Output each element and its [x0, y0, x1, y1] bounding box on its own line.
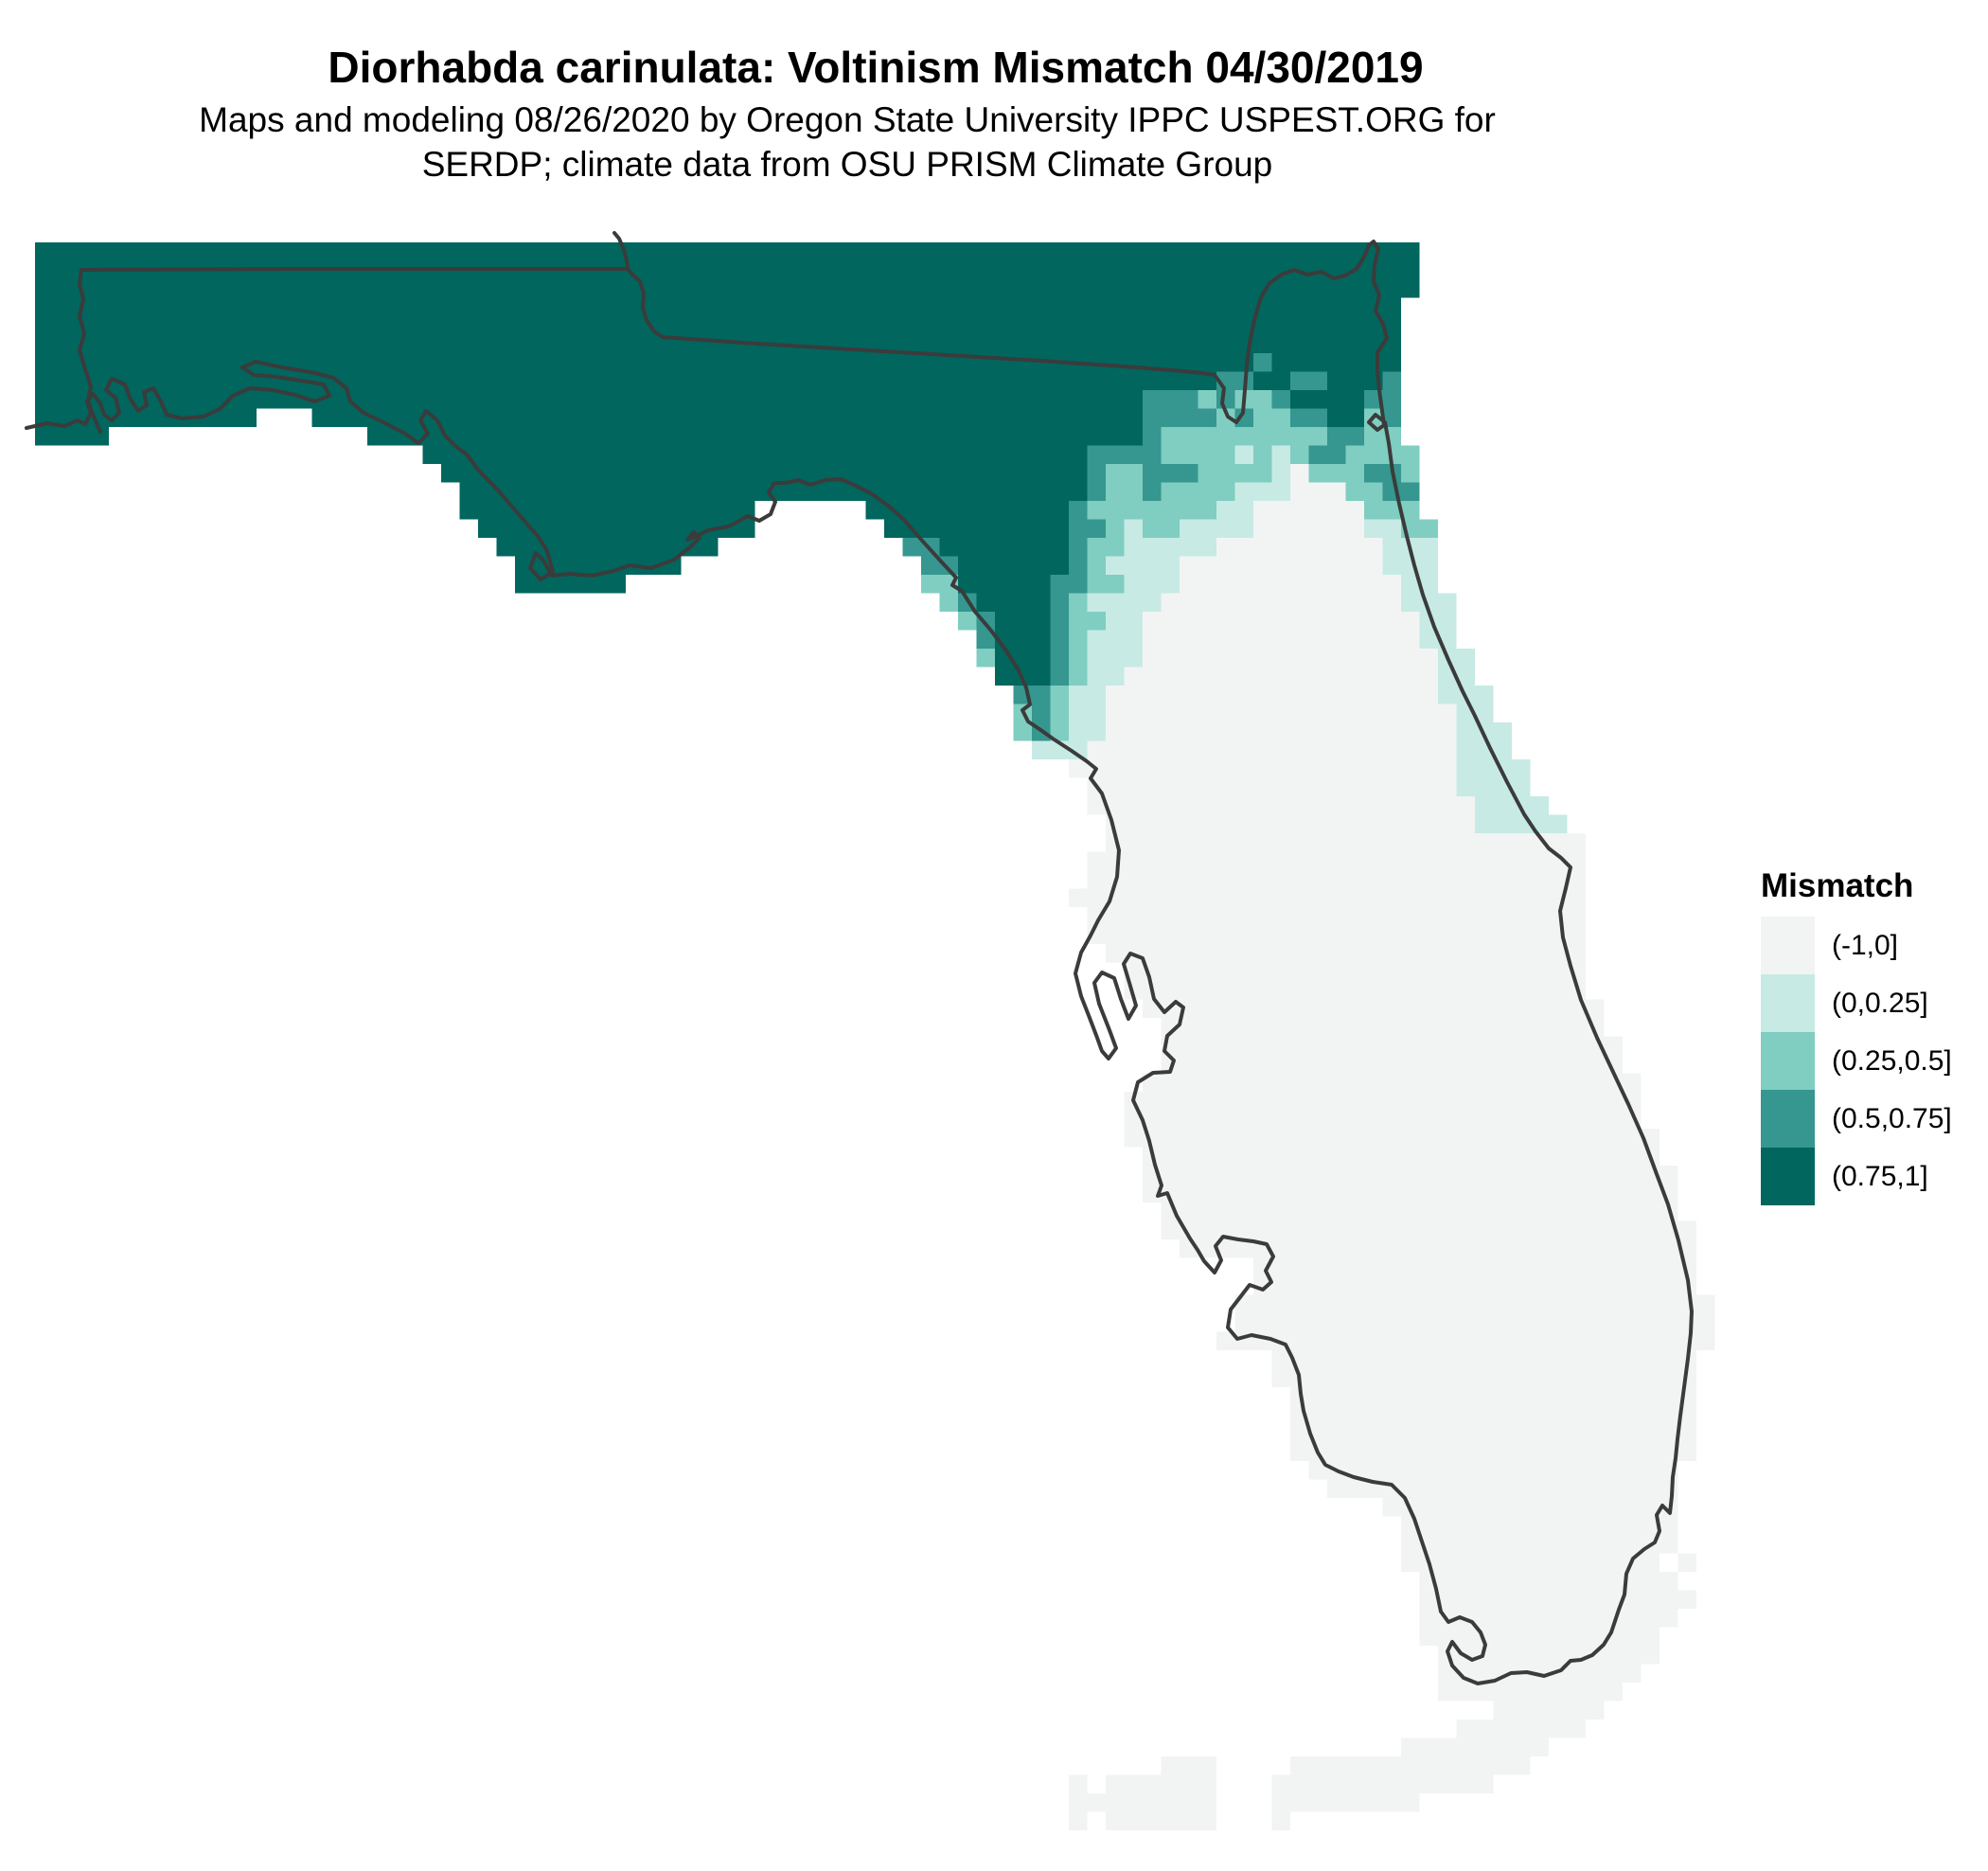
figure-subtitle-line1: Maps and modeling 08/26/2020 by Oregon S… — [199, 100, 1496, 139]
legend-label: (0.25,0.5] — [1832, 1044, 1952, 1077]
raster-cells — [35, 242, 1715, 1830]
legend-swatch — [1761, 974, 1815, 1032]
legend-swatch — [1761, 1032, 1815, 1090]
legend-title: Mismatch — [1761, 867, 1914, 904]
legend-swatch — [1761, 917, 1815, 974]
legend-item: (0,0.25] — [1761, 974, 1952, 1032]
figure-title: Diorhabda carinulata: Voltinism Mismatch… — [328, 43, 1424, 92]
legend: Mismatch (-1,0] (0,0.25] (0.25,0.5] (0.5,0.… — [1761, 867, 1952, 1205]
legend-item: (-1,0] — [1761, 917, 1952, 974]
figure-subtitle: Maps and modeling 08/26/2020 by Oregon S… — [0, 98, 1695, 187]
legend-item: (0.5,0.75] — [1761, 1090, 1952, 1148]
chattahoochee-border-line — [612, 231, 630, 271]
florida-coastline-outline — [25, 350, 1694, 1685]
legend-swatch — [1761, 1090, 1815, 1148]
legend-label: (-1,0] — [1832, 929, 1899, 961]
state-border-line — [78, 240, 1389, 434]
legend-label: (0,0.25] — [1832, 987, 1928, 1019]
legend-item: (0.25,0.5] — [1761, 1032, 1952, 1090]
legend-label: (0.75,1] — [1832, 1160, 1928, 1192]
legend-item: (0.75,1] — [1761, 1148, 1952, 1205]
legend-items: (-1,0] (0,0.25] (0.25,0.5] (0.5,0.75] (0.75,… — [1761, 917, 1952, 1205]
figure-subtitle-line2: SERDP; climate data from OSU PRISM Clima… — [421, 145, 1273, 184]
legend-swatch — [1761, 1148, 1815, 1205]
legend-label: (0.5,0.75] — [1832, 1102, 1952, 1134]
